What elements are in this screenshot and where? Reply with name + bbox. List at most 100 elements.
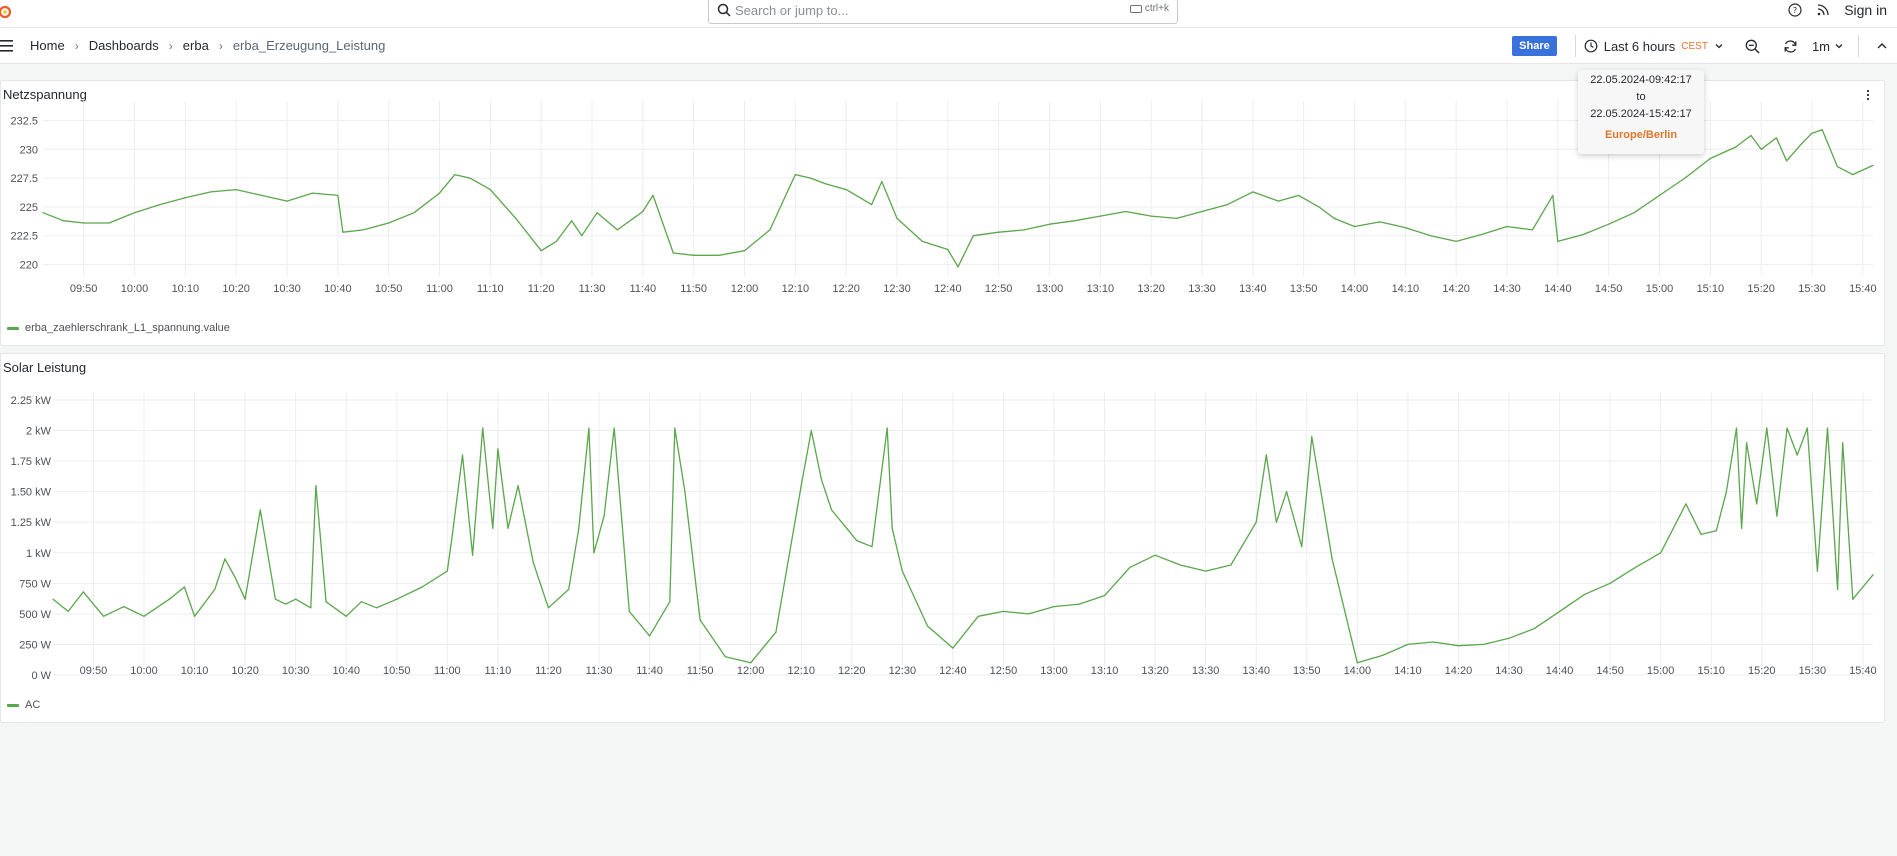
panel-title[interactable]: Solar Leistung <box>3 360 87 375</box>
x-tick-label: 12:30 <box>889 665 917 677</box>
netzspannung-chart[interactable]: 220 222.5 225 227.5 230 232.5 09:50 10:00 10:10 1… <box>1 81 1886 347</box>
data-point <box>1275 521 1278 523</box>
zoom-out-button[interactable] <box>1738 35 1768 57</box>
x-tick-label: 13:50 <box>1290 283 1318 295</box>
solar-leistung-chart[interactable]: 0 W 250 W 500 W 750 W 1 kW 1.25 kW 1.50 kW 1.75… <box>1 354 1886 724</box>
sign-in-link[interactable]: Sign in <box>1844 2 1887 18</box>
data-point <box>820 478 823 481</box>
data-point <box>1103 594 1106 597</box>
x-tick-label: 12:00 <box>731 283 759 295</box>
refresh-button[interactable] <box>1776 35 1806 57</box>
data-point <box>1301 546 1303 548</box>
data-point <box>224 558 226 560</box>
data-point <box>642 210 644 213</box>
x-tick-label: 14:20 <box>1442 283 1470 295</box>
y-tick-label: 225 <box>20 202 38 214</box>
data-point <box>769 229 771 231</box>
y-tick-label: 227.5 <box>10 173 38 185</box>
breadcrumb-dashboards[interactable]: Dashboards <box>88 38 159 53</box>
data-point <box>870 203 873 206</box>
netzspannung-panel: Netzspannung 220 222.5 225 227.5 230 232.5 09:… <box>0 80 1885 346</box>
data-point <box>693 254 695 256</box>
x-tick-label: 11:00 <box>426 283 453 295</box>
time-range-label: Last 6 hours <box>1603 38 1676 54</box>
x-tick-label: 15:10 <box>1697 283 1725 295</box>
data-point <box>517 484 519 487</box>
data-point <box>669 601 671 603</box>
data-point <box>143 615 145 617</box>
data-point <box>1746 442 1748 444</box>
data-point <box>1862 586 1864 588</box>
x-tick-label: 13:20 <box>1137 283 1165 295</box>
data-point <box>1796 454 1798 456</box>
data-point <box>497 448 499 450</box>
data-point <box>947 248 949 251</box>
data-point <box>743 250 746 252</box>
y-tick-label: 220 <box>20 259 38 271</box>
data-point <box>102 615 105 617</box>
search-placeholder: Search or jump to... <box>735 3 849 18</box>
data-point <box>1725 491 1727 493</box>
x-tick-label: 14:30 <box>1495 665 1523 677</box>
search-input[interactable]: Search or jump to... ctrl+k <box>708 0 1178 24</box>
collapse-button[interactable] <box>1867 35 1897 57</box>
menu-icon[interactable] <box>0 40 14 52</box>
x-tick-label: 13:40 <box>1242 665 1270 677</box>
panel-menu-button[interactable] <box>1858 85 1878 105</box>
x-tick-label: 11:10 <box>477 283 504 295</box>
x-tick-label: 12:50 <box>990 665 1018 677</box>
share-button[interactable]: Share <box>1512 36 1557 56</box>
breadcrumb-folder[interactable]: erba <box>182 38 209 53</box>
data-point <box>581 235 583 237</box>
data-point <box>1430 235 1432 237</box>
data-point <box>1480 233 1483 236</box>
data-point <box>489 189 491 191</box>
help-icon[interactable]: ? <box>1788 3 1802 17</box>
data-point <box>603 515 605 517</box>
refresh-interval-label: 1m <box>1811 38 1830 54</box>
data-point <box>593 552 595 554</box>
grafana-logo-icon[interactable] <box>0 2 14 20</box>
breadcrumb-home[interactable]: Home <box>30 38 65 53</box>
legend[interactable]: AC <box>7 699 40 711</box>
timezone-badge: CEST <box>1681 40 1708 52</box>
data-point <box>1872 574 1874 576</box>
data-point <box>83 222 85 224</box>
data-point <box>515 217 517 220</box>
top-bar: Search or jump to... ctrl+k ? Sign in <box>0 0 1897 28</box>
data-point <box>1353 225 1356 228</box>
data-point <box>413 212 415 214</box>
data-point <box>451 533 453 536</box>
x-tick-label: 11:50 <box>687 665 714 677</box>
data-point <box>1457 645 1460 647</box>
legend-label: erba_zaehlerschrank_L1_spannung.value <box>25 322 230 334</box>
data-point <box>1806 427 1808 429</box>
x-tick-label: 14:40 <box>1544 283 1572 295</box>
panel-title[interactable]: Netzspannung <box>3 87 87 102</box>
legend[interactable]: erba_zaehlerschrank_L1_spannung.value <box>7 322 230 334</box>
rss-icon[interactable] <box>1816 3 1830 17</box>
refresh-interval-picker[interactable]: 1m <box>1812 39 1844 54</box>
x-tick-label: 13:50 <box>1293 665 1321 677</box>
clock-icon <box>1584 39 1598 53</box>
shortcut-label: ctrl+k <box>1144 3 1169 14</box>
data-point <box>1179 564 1181 566</box>
refresh-icon <box>1784 39 1797 53</box>
time-range-picker[interactable]: Last 6 hours CEST <box>1584 39 1724 54</box>
data-point <box>310 607 312 609</box>
data-point <box>886 427 888 429</box>
tooltip-timezone: Europe/Berlin <box>1604 129 1678 141</box>
x-tick-label: 11:20 <box>528 283 555 295</box>
search-icon <box>717 3 731 17</box>
data-point <box>1633 212 1635 214</box>
data-point <box>1775 137 1778 139</box>
x-tick-label: 10:20 <box>231 665 259 677</box>
x-tick-label: 13:40 <box>1239 283 1267 295</box>
data-point <box>1129 566 1131 569</box>
x-tick-label: 12:10 <box>782 283 810 295</box>
data-point <box>568 588 570 591</box>
x-tick-label: 14:10 <box>1392 283 1420 295</box>
data-point <box>1608 223 1610 225</box>
data-point <box>952 647 954 649</box>
data-point <box>360 601 362 603</box>
